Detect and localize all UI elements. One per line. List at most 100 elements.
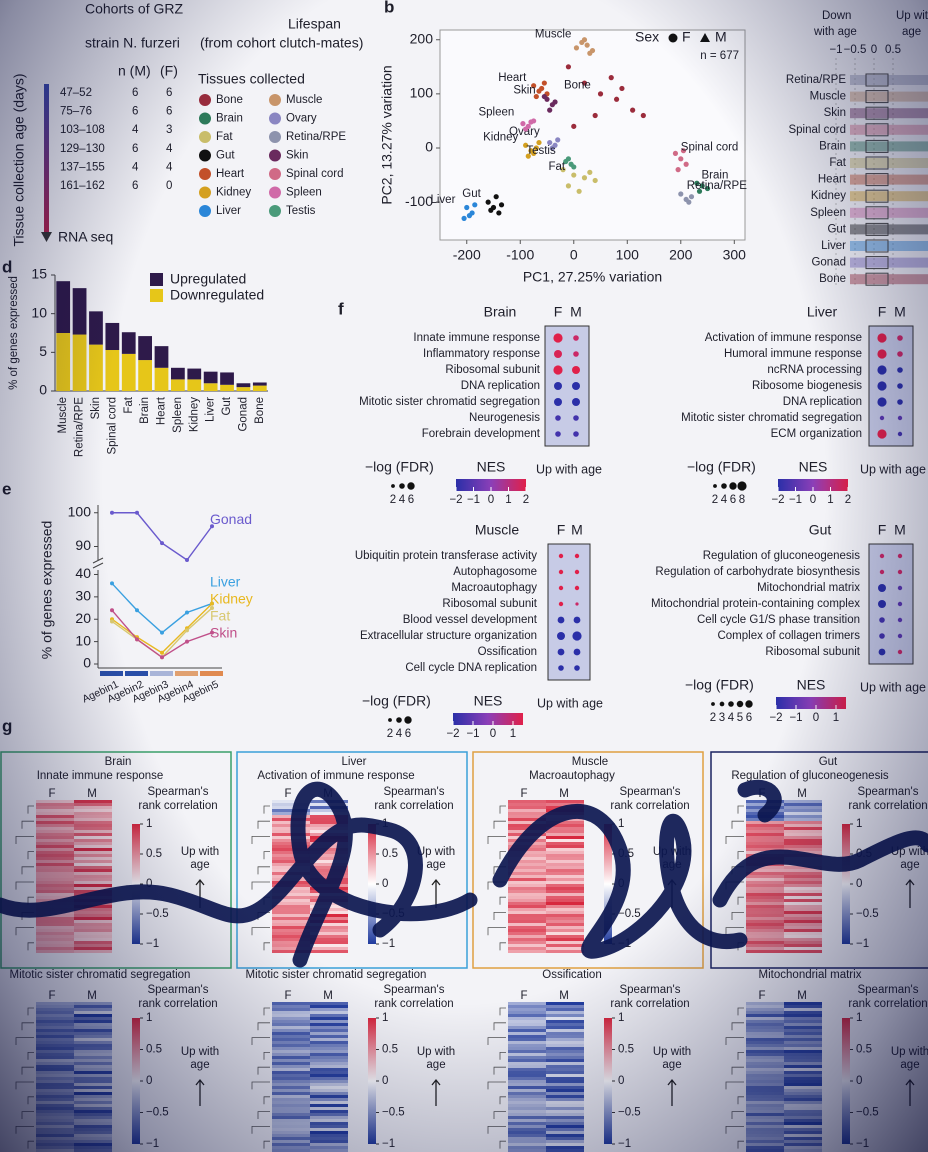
heatmap-stripe — [310, 1026, 348, 1029]
heatmap-stripe — [74, 1089, 112, 1092]
heatmap-stripe — [746, 947, 784, 950]
x-tick-label: Muscle — [57, 397, 69, 433]
heatmap-stripe — [546, 1044, 584, 1047]
dot — [572, 398, 580, 406]
colorbar-tick-label: 0.5 — [856, 1044, 872, 1056]
heatmap-stripe — [36, 1104, 74, 1107]
heatmap-stripe — [746, 1029, 784, 1032]
heatmap-stripe — [746, 914, 784, 917]
heatmap-stripe — [36, 1137, 74, 1140]
heatmap-stripe — [746, 893, 784, 896]
legend-swatch — [199, 168, 211, 180]
heatmap-stripe — [784, 821, 822, 824]
heatmap-stripe — [310, 1029, 348, 1032]
term-label: Cell cycle DNA replication — [405, 662, 537, 674]
heatmap-stripe — [74, 1116, 112, 1119]
dot — [878, 600, 886, 608]
dendrogram — [725, 1081, 744, 1090]
heatmap-stripe — [784, 1119, 822, 1122]
heatmap-stripe — [508, 1140, 546, 1143]
cluster-label: Gut — [462, 188, 481, 200]
dot — [554, 350, 562, 358]
dotplot-frame — [868, 543, 914, 665]
heatmap-stripe — [74, 935, 112, 938]
heatmap-stripe — [36, 1083, 74, 1086]
heatmap-stripe — [36, 1014, 74, 1017]
dot — [897, 617, 903, 623]
row-band — [850, 274, 928, 285]
heatmap-stripe — [784, 920, 822, 923]
heatmap-stripe — [784, 842, 822, 845]
heatmap-stripe — [784, 878, 822, 881]
legend-swatch — [269, 112, 281, 125]
y-axis-label: PC2, 13.27% variation — [379, 65, 395, 204]
heatmap-stripe — [310, 1068, 348, 1071]
heatmap-stripe — [784, 941, 822, 944]
dendrogram — [251, 836, 270, 844]
legend-label: M — [715, 29, 727, 45]
heatmap-stripe — [36, 806, 74, 809]
heatmap-stripe — [310, 1143, 348, 1146]
heatmap-stripe — [74, 1029, 112, 1032]
heatmap-stripe — [746, 1071, 784, 1074]
heatmap-stripe — [74, 944, 112, 947]
legend-title: NES — [474, 693, 503, 709]
arrow — [905, 1078, 915, 1106]
line — [112, 512, 213, 561]
dot — [897, 383, 903, 389]
heatmap-stripe — [784, 1110, 822, 1113]
heatmap-stripe — [546, 836, 584, 839]
heatmap-stripe — [546, 881, 584, 884]
table-cell: 6 — [132, 143, 138, 155]
heatmap-stripe — [36, 950, 74, 953]
heatmap-stripe — [546, 1137, 584, 1140]
heatmap-stripe — [508, 896, 546, 899]
heatmap-stripe — [36, 821, 74, 824]
heatmap-stripe — [310, 1140, 348, 1143]
heatmap-stripe — [508, 890, 546, 893]
heatmap-stripe — [508, 923, 546, 926]
y-tick-label: 10 — [31, 304, 47, 320]
heatmap-stripe — [74, 923, 112, 926]
heatmap-stripe — [546, 1041, 584, 1044]
heatmap-stripe — [310, 1023, 348, 1026]
dendrogram — [493, 1111, 506, 1119]
dendrogram — [737, 1096, 744, 1105]
y-tick-label: 15 — [31, 266, 47, 282]
heatmap-stripe — [36, 1128, 74, 1131]
heatmap-stripe — [746, 1122, 784, 1125]
colorbar-tick-label: 1 — [856, 818, 862, 830]
colorbar-tick-label: 1 — [505, 494, 511, 506]
dendrogram — [263, 1096, 270, 1105]
heatmap-stripe — [310, 1134, 348, 1137]
term-label: Cell cycle G1/S phase transition — [697, 614, 860, 626]
heatmap-stripe — [310, 1092, 348, 1095]
heatmap-stripe — [36, 857, 74, 860]
heatmap-stripe — [508, 881, 546, 884]
heatmap-stripe — [310, 1095, 348, 1098]
heatmap-stripe — [74, 833, 112, 836]
term-label: Regulation of gluconeogenesis — [703, 550, 861, 562]
heatmap-stripe — [784, 1059, 822, 1062]
heatmap-stripe — [36, 869, 74, 872]
heatmap-stripe — [310, 1062, 348, 1065]
point — [565, 64, 572, 70]
point — [160, 655, 164, 660]
size-key — [719, 701, 725, 707]
table-cell: 6 — [132, 87, 138, 99]
heatmap-stripe — [36, 854, 74, 857]
x-tick-label: Retina/RPE — [74, 397, 86, 457]
heatmap-stripe — [36, 1017, 74, 1020]
heatmap-stripe — [746, 1125, 784, 1128]
dendrogram — [487, 1081, 506, 1090]
heatmap-stripe — [546, 1026, 584, 1029]
heatmap-stripe — [74, 821, 112, 824]
heatmap-stripe — [746, 1065, 784, 1068]
heatmap-stripe — [36, 947, 74, 950]
heatmap-stripe — [546, 1143, 584, 1146]
heatmap-stripe — [74, 1104, 112, 1107]
heatmap-stripe — [508, 872, 546, 875]
heatmap-stripe — [546, 845, 584, 848]
heatmap-stripe — [272, 1125, 310, 1128]
